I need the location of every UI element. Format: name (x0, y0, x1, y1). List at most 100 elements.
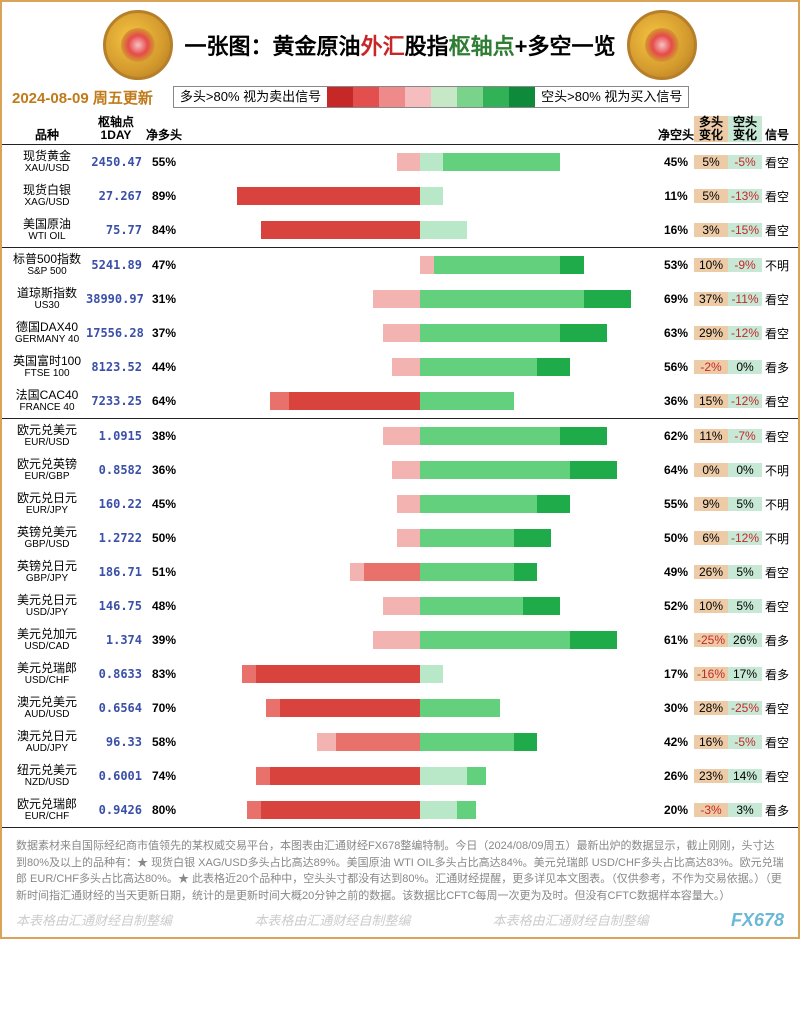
instrument-name: 澳元兑美元AUD/USD (8, 696, 86, 720)
bar-segment (570, 631, 617, 649)
signal: 不明 (762, 530, 792, 547)
header: 一张图：黄金原油外汇股指枢轴点+多空一览 (2, 2, 798, 84)
signal: 看空 (762, 768, 792, 785)
short-change: 0% (728, 360, 762, 374)
bar-segment (420, 495, 537, 513)
chart-frame: 一张图：黄金原油外汇股指枢轴点+多空一览 2024-08-09 周五更新 多头>… (0, 0, 800, 939)
bar-segment (584, 290, 631, 308)
col-net-long: 净多头 (146, 129, 182, 142)
table-row: 欧元兑美元EUR/USD 1.0915 38% 62% 11% -7% 看空 (2, 419, 798, 453)
bar-segment (256, 767, 270, 785)
short-change: -12% (728, 531, 762, 545)
bar-chart (186, 461, 654, 479)
signal: 看空 (762, 154, 792, 171)
net-short-pct: 63% (658, 326, 694, 340)
bar-segment (570, 461, 617, 479)
instrument-name: 美元兑加元USD/CAD (8, 628, 86, 652)
bar-chart (186, 699, 654, 717)
net-long-pct: 38% (146, 429, 182, 443)
table-header: 品种 枢轴点1DAY 净多头 净空头 多头变化 空头变化 信号 (2, 114, 798, 145)
legend-swatch (457, 87, 483, 107)
legend-swatch (405, 87, 431, 107)
net-short-pct: 55% (658, 497, 694, 511)
pivot-value: 17556.28 (86, 326, 146, 340)
pivot-value: 96.33 (86, 735, 146, 749)
bar-segment (420, 153, 443, 171)
short-change: -5% (728, 735, 762, 749)
legend-swatch (509, 87, 535, 107)
instrument-name: 法国CAC40FRANCE 40 (8, 389, 86, 413)
bar-segment (392, 461, 420, 479)
pivot-value: 0.6564 (86, 701, 146, 715)
pivot-value: 2450.47 (86, 155, 146, 169)
bar-segment (242, 665, 256, 683)
bar-segment (266, 699, 280, 717)
bar-segment (397, 529, 420, 547)
net-short-pct: 20% (658, 803, 694, 817)
subheader: 2024-08-09 周五更新 多头>80% 视为卖出信号空头>80% 视为买入… (2, 84, 798, 114)
table-row: 德国DAX40GERMANY 40 17556.28 37% 63% 29% -… (2, 316, 798, 350)
short-change: -5% (728, 155, 762, 169)
bar-segment (420, 324, 560, 342)
long-change: 29% (694, 326, 728, 340)
bar-segment (383, 427, 420, 445)
signal: 看空 (762, 188, 792, 205)
short-change: 0% (728, 463, 762, 477)
bar-segment (560, 256, 583, 274)
net-long-pct: 70% (146, 701, 182, 715)
table-row: 法国CAC40FRANCE 40 7233.25 64% 36% 15% -12… (2, 384, 798, 418)
bar-segment (420, 597, 523, 615)
instrument-name: 道琼斯指数US30 (8, 287, 86, 311)
bar-segment (537, 358, 570, 376)
net-long-pct: 44% (146, 360, 182, 374)
bar-segment (420, 427, 560, 445)
pivot-value: 1.0915 (86, 429, 146, 443)
net-long-pct: 51% (146, 565, 182, 579)
net-short-pct: 53% (658, 258, 694, 272)
pivot-value: 0.8582 (86, 463, 146, 477)
bar-segment (420, 801, 457, 819)
bar-segment (256, 665, 420, 683)
legend: 多头>80% 视为卖出信号空头>80% 视为买入信号 (173, 86, 689, 108)
pivot-value: 146.75 (86, 599, 146, 613)
net-long-pct: 84% (146, 223, 182, 237)
net-long-pct: 89% (146, 189, 182, 203)
net-short-pct: 36% (658, 394, 694, 408)
short-change: 26% (728, 633, 762, 647)
net-short-pct: 56% (658, 360, 694, 374)
long-change: -2% (694, 360, 728, 374)
bar-segment (523, 597, 560, 615)
col-instrument: 品种 (8, 129, 86, 142)
table-row: 标普500指数S&P 500 5241.89 47% 53% 10% -9% 不… (2, 248, 798, 282)
bar-segment (397, 153, 420, 171)
bar-segment (317, 733, 336, 751)
watermark: 本表格由汇通财经自制整编 (16, 910, 172, 931)
bar-segment (420, 256, 434, 274)
bar-chart (186, 495, 654, 513)
watermark: 本表格由汇通财经自制整编 (493, 910, 649, 931)
pivot-value: 0.8633 (86, 667, 146, 681)
bar-segment (247, 801, 261, 819)
legend-swatch (483, 87, 509, 107)
legend-swatch (353, 87, 379, 107)
table-row: 美国原油WTI OIL 75.77 84% 16% 3% -15% 看空 (2, 213, 798, 247)
bar-segment (237, 187, 420, 205)
instrument-name: 现货白银XAG/USD (8, 184, 86, 208)
instrument-name: 英国富时100FTSE 100 (8, 355, 86, 379)
bar-segment (420, 392, 490, 410)
table-body: 现货黄金XAU/USD 2450.47 55% 45% 5% -5% 看空 现货… (2, 145, 798, 828)
short-change: 3% (728, 803, 762, 817)
bar-segment (467, 767, 486, 785)
bar-segment (420, 563, 514, 581)
net-short-pct: 42% (658, 735, 694, 749)
bar-chart (186, 221, 654, 239)
pivot-value: 7233.25 (86, 394, 146, 408)
bar-segment (420, 699, 476, 717)
net-short-pct: 69% (658, 292, 694, 306)
instrument-name: 德国DAX40GERMANY 40 (8, 321, 86, 345)
bar-segment (476, 699, 499, 717)
signal: 看空 (762, 598, 792, 615)
pivot-value: 27.267 (86, 189, 146, 203)
short-change: 5% (728, 497, 762, 511)
legend-right: 空头>80% 视为买入信号 (535, 87, 688, 107)
